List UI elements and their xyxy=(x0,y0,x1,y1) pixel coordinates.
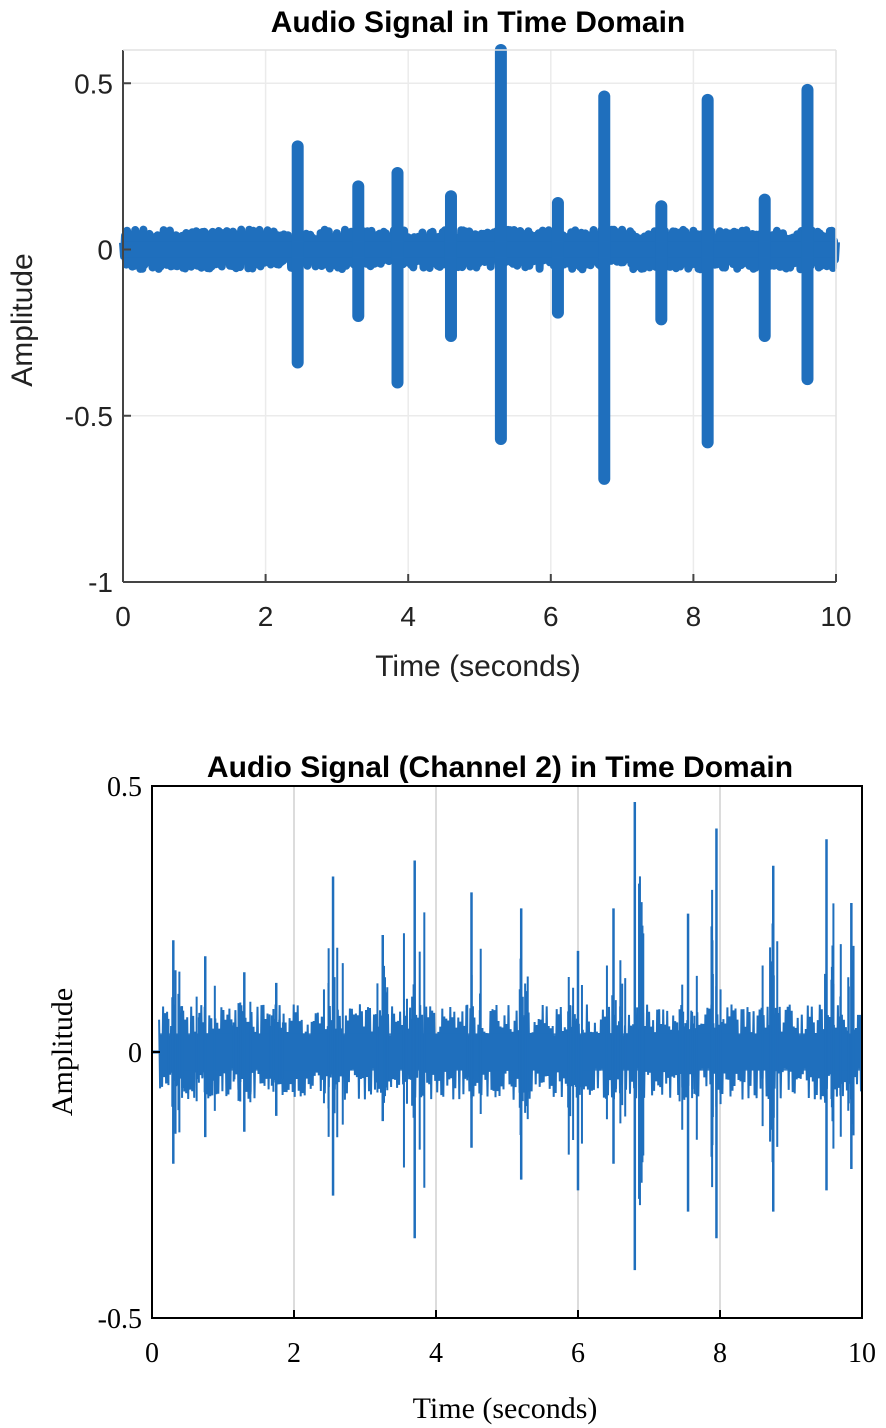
y-tick-label-0: -0.5 xyxy=(98,1304,142,1335)
y-tick-label-2: 0.5 xyxy=(107,772,142,803)
x-tick-label-1: 2 xyxy=(287,1338,301,1369)
chart-2-signal-line xyxy=(152,801,863,1271)
x-tick-label-4: 8 xyxy=(686,601,702,632)
y-tick-label-0: -1 xyxy=(88,567,113,598)
chart-1-signal-line xyxy=(119,44,840,485)
x-tick-label-5: 10 xyxy=(848,1338,876,1369)
chart-1-y-axis-label: Amplitude xyxy=(6,253,39,386)
x-tick-label-0: 0 xyxy=(145,1338,159,1369)
chart-2-axes xyxy=(151,785,863,1319)
x-tick-label-2: 4 xyxy=(400,601,416,632)
chart-1-grid xyxy=(123,50,836,582)
x-tick-label-3: 6 xyxy=(571,1338,585,1369)
y-tick-label-2: 0 xyxy=(97,235,113,266)
signal-core-band xyxy=(159,1033,863,1071)
chart-2-title: Audio Signal (Channel 2) in Time Domain xyxy=(207,751,793,784)
x-tick-label-3: 6 xyxy=(543,601,559,632)
chart-2-x-axis-label: Time (seconds) xyxy=(413,1392,598,1425)
chart-1: Audio Signal in Time Domain 0 2 4 6 8 10 -1 -0.… xyxy=(6,6,852,683)
chart-1-title: Audio Signal in Time Domain xyxy=(271,6,685,39)
x-tick-label-2: 4 xyxy=(429,1338,443,1369)
chart-2-tick-labels: 0 2 4 6 8 10-0.500.5 xyxy=(98,772,876,1369)
chart-1-tick-labels: 0 2 4 6 8 10 -1 -0.5 0 0.5 xyxy=(65,68,852,632)
chart-2: Audio Signal (Channel 2) in Time Domain … xyxy=(46,751,876,1425)
x-tick-label-0: 0 xyxy=(115,601,131,632)
x-tick-label-1: 2 xyxy=(258,601,274,632)
x-tick-label-5: 10 xyxy=(820,601,851,632)
chart-1-x-axis-label: Time (seconds) xyxy=(375,650,581,683)
chart-1-axes xyxy=(122,49,837,583)
x-tick-label-4: 8 xyxy=(713,1338,727,1369)
chart-2-y-axis-label: Amplitude xyxy=(46,988,79,1116)
y-tick-label-1: -0.5 xyxy=(65,401,113,432)
signal-core-band xyxy=(123,241,836,258)
y-tick-label-1: 0 xyxy=(128,1038,142,1069)
y-tick-label-3: 0.5 xyxy=(74,68,113,99)
